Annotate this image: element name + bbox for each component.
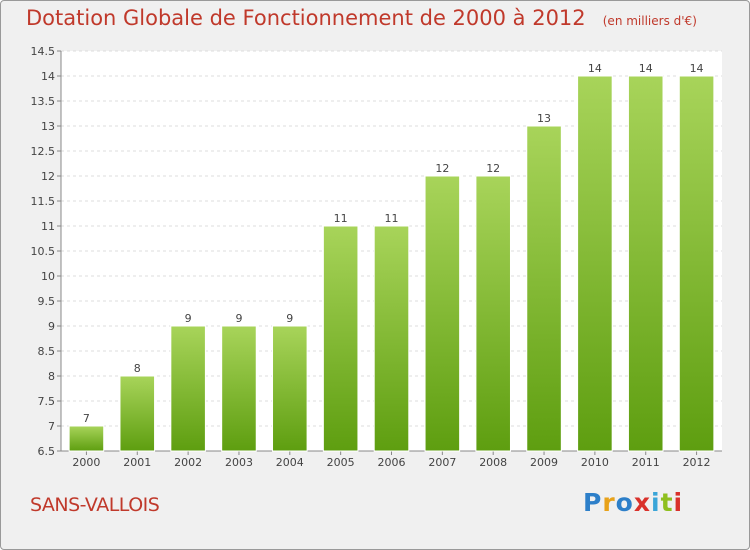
logo-letter: i	[673, 488, 684, 517]
logo-letter: P	[583, 488, 603, 517]
proxiti-logo: Proxiti	[583, 488, 683, 517]
bar-2003	[221, 325, 257, 452]
bar-2009	[526, 125, 562, 452]
data-label: 9	[185, 312, 192, 325]
data-label: 9	[235, 312, 242, 325]
y-tick-label: 6.5	[38, 445, 56, 458]
y-tick-label: 13	[41, 120, 55, 133]
data-label: 12	[435, 162, 449, 175]
y-tick-label: 7	[48, 420, 55, 433]
x-tick-labels: 2000 2001 2002 2003 2004 2005 2006 2007 2008 2009…	[72, 456, 710, 469]
x-tick-label: 2001	[123, 456, 151, 469]
data-label: 14	[639, 62, 653, 75]
data-label: 14	[588, 62, 602, 75]
data-label: 13	[537, 112, 551, 125]
y-tick-labels: 6.5 7 7.5 8 8.5 9 9.5 10 10.5 11 11.5 12 12.5 13 13.5 1…	[31, 45, 56, 458]
data-label: 11	[385, 212, 399, 225]
bar-2007	[424, 175, 461, 452]
y-tick-label: 13.5	[31, 95, 56, 108]
y-tick-label: 11.5	[31, 195, 56, 208]
bar-2008	[475, 175, 511, 452]
data-labels: 7 8 9 9 9 11 11 12 12 13 14 14 14	[83, 62, 704, 425]
chart-unit-note: (en milliers d'€)	[602, 14, 697, 28]
x-tick-label: 2005	[327, 456, 355, 469]
y-tick-label: 12	[41, 170, 55, 183]
y-tick-label: 14.5	[31, 45, 56, 58]
x-tick-label: 2003	[225, 456, 253, 469]
x-tick-label: 2000	[72, 456, 100, 469]
data-label: 9	[286, 312, 293, 325]
chart-title: Dotation Globale de Fonctionnement de 20…	[26, 6, 586, 30]
data-label: 7	[83, 412, 90, 425]
x-tick-label: 2008	[479, 456, 507, 469]
bar-2004	[272, 325, 308, 452]
x-tick-label: 2011	[632, 456, 660, 469]
bar-2006	[373, 225, 410, 452]
bar-2012	[678, 75, 715, 452]
y-tick-label: 9	[48, 320, 55, 333]
data-label: 11	[334, 212, 348, 225]
y-tick-label: 8.5	[38, 345, 56, 358]
y-tick-label: 9.5	[38, 295, 56, 308]
bar-2010	[577, 75, 613, 452]
y-tick-label: 11	[41, 220, 55, 233]
bar-2000	[68, 425, 105, 452]
y-tick-label: 10	[41, 270, 55, 283]
logo-letter: o	[615, 488, 634, 517]
logo-letter: r	[602, 488, 616, 517]
x-tick-label: 2004	[276, 456, 304, 469]
bars	[68, 75, 715, 452]
y-tick-label: 8	[48, 370, 55, 383]
commune-name: SANS-VALLOIS	[30, 494, 160, 516]
x-tick-label: 2007	[428, 456, 456, 469]
x-tick-label: 2010	[581, 456, 609, 469]
logo-letter: x	[633, 488, 651, 517]
x-tick-label: 2009	[530, 456, 558, 469]
data-label: 14	[690, 62, 704, 75]
logo-letter: t	[660, 488, 674, 517]
title-row: Dotation Globale de Fonctionnement de 20…	[26, 6, 697, 30]
y-tick-label: 12.5	[31, 145, 56, 158]
x-tick-label: 2006	[378, 456, 406, 469]
bar-2005	[322, 225, 359, 452]
data-label: 8	[134, 362, 141, 375]
bar-2001	[119, 375, 156, 452]
data-label: 12	[486, 162, 500, 175]
y-tick-label: 10.5	[31, 245, 56, 258]
bar-2011	[627, 75, 664, 452]
x-tick-label: 2012	[683, 456, 711, 469]
bar-2002	[170, 325, 206, 452]
y-tick-label: 7.5	[38, 395, 56, 408]
y-tick-label: 14	[41, 70, 55, 83]
x-tick-label: 2002	[174, 456, 202, 469]
logo-letter: i	[651, 488, 661, 517]
